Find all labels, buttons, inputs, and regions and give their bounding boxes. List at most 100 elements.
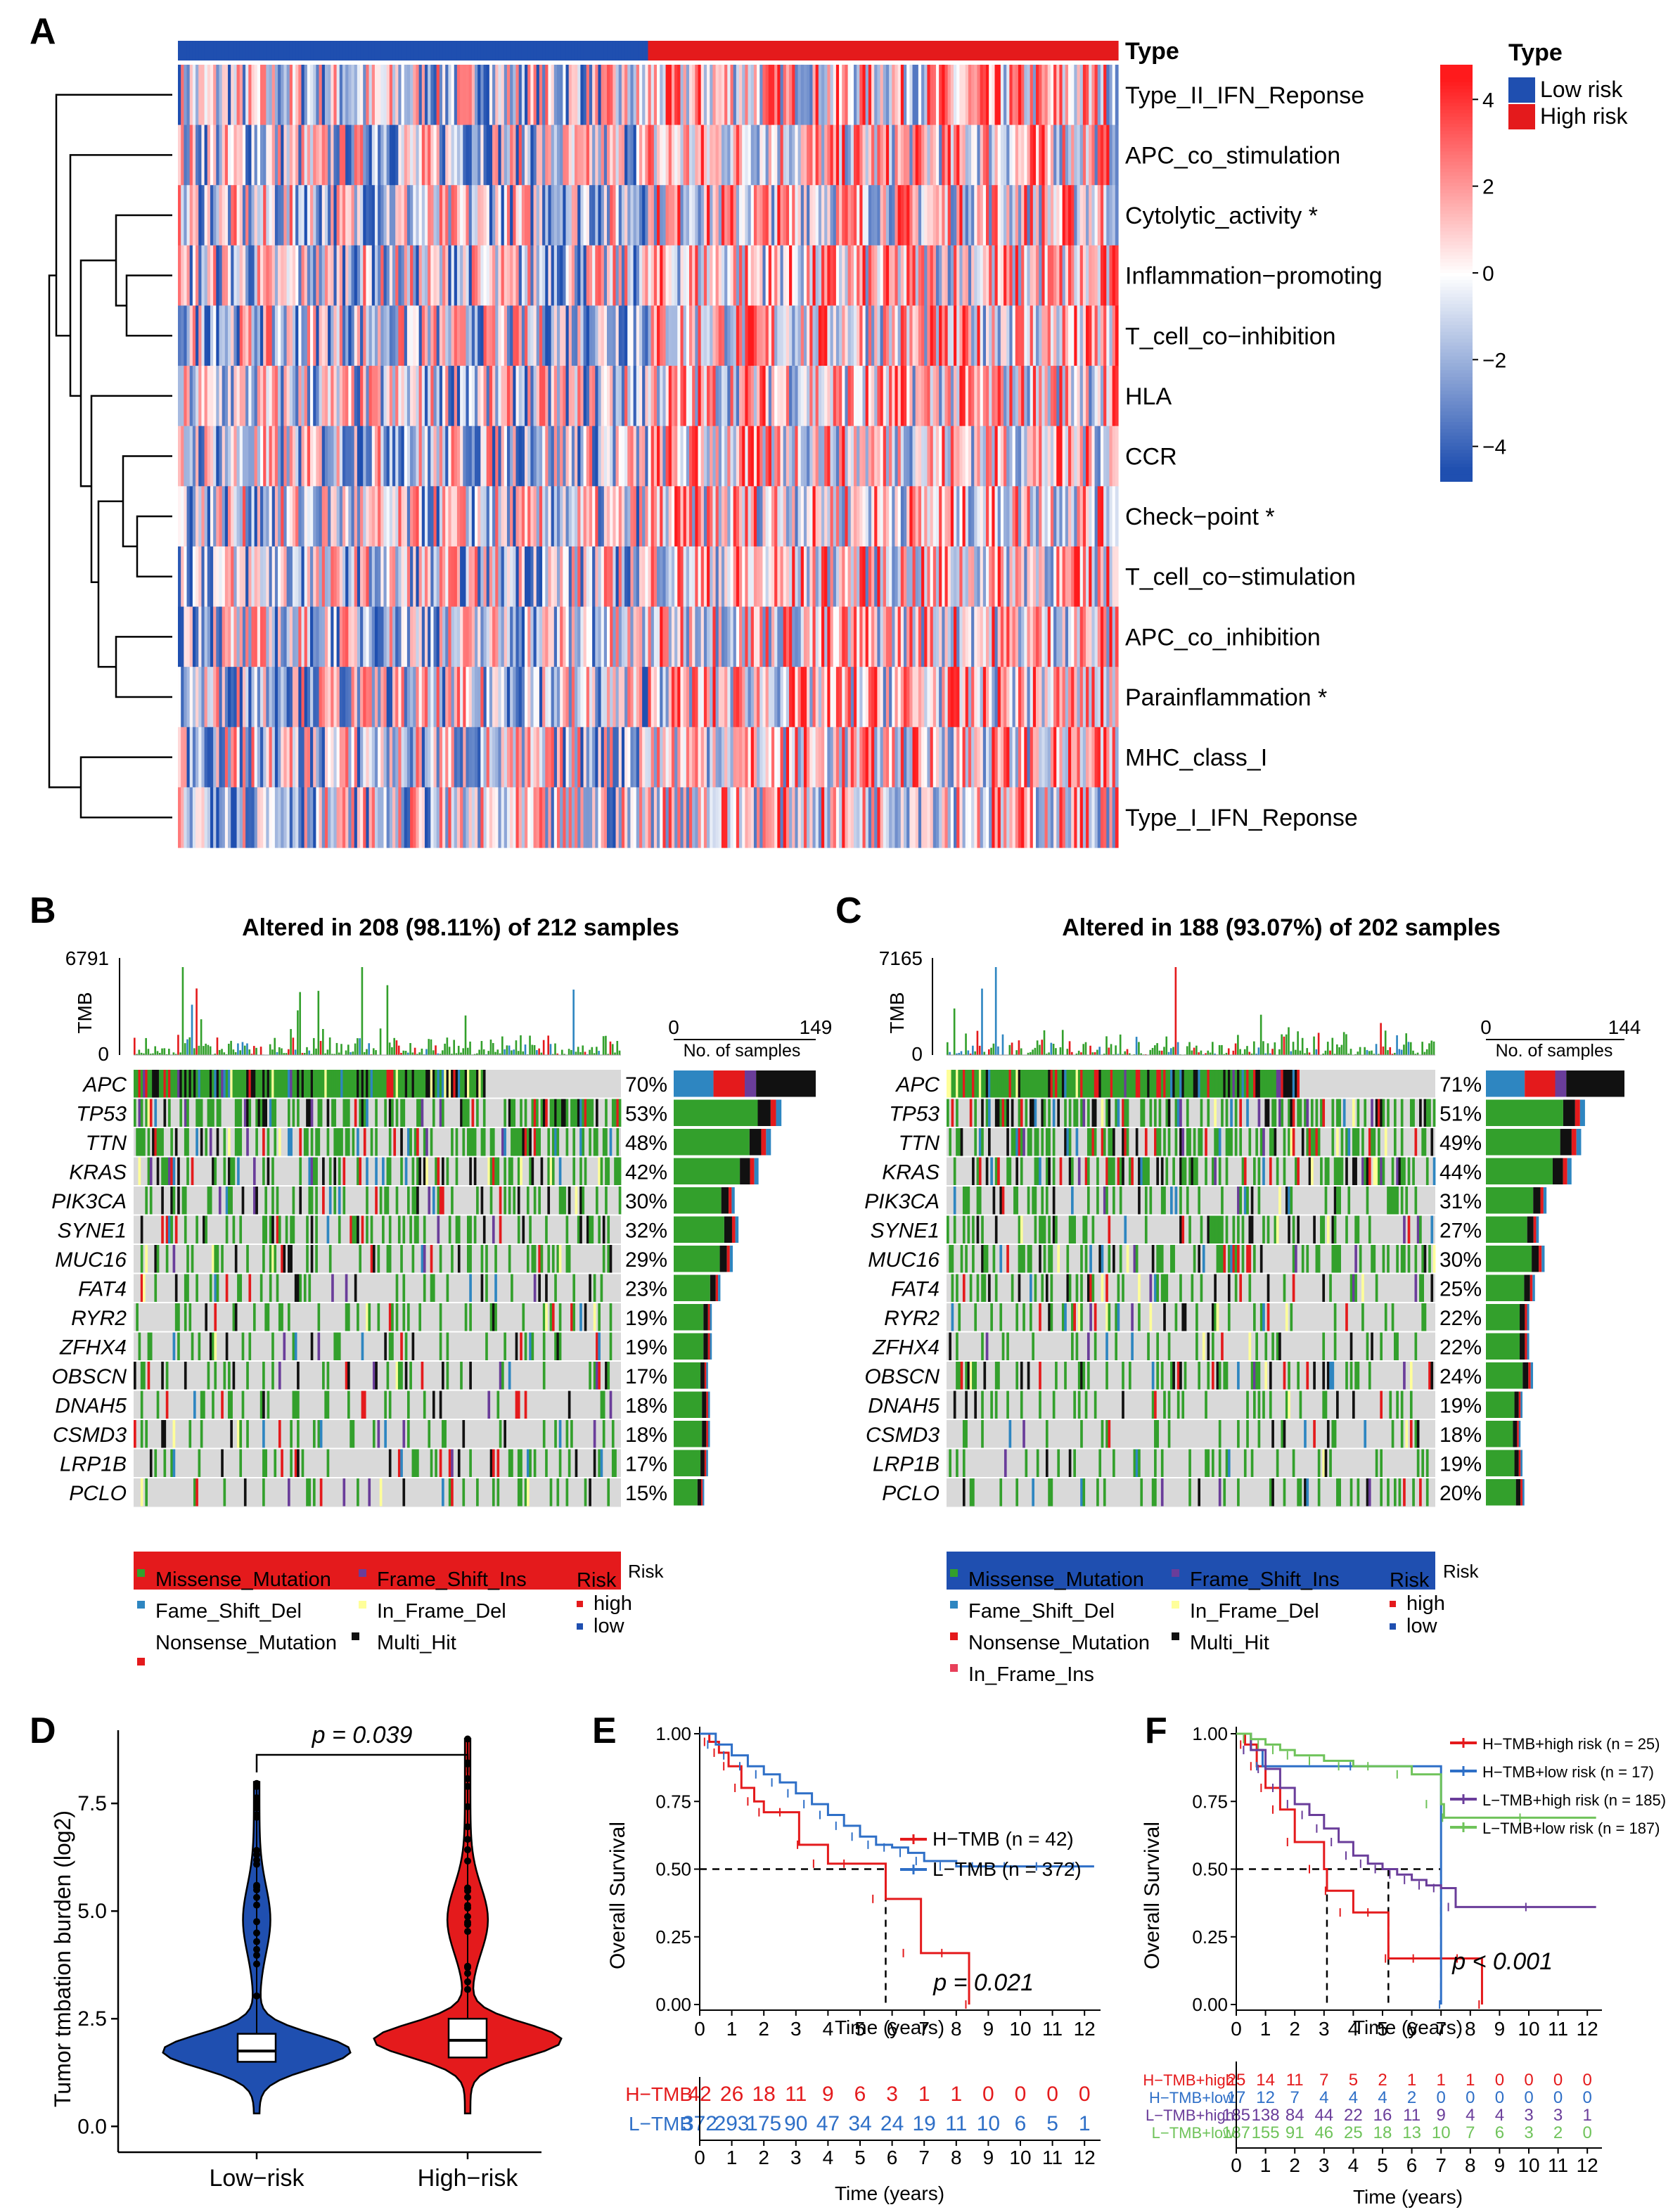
heatmap-cell	[222, 245, 226, 307]
heatmap-cell	[1032, 727, 1037, 788]
heatmap-cell	[721, 245, 725, 307]
heatmap-cell	[745, 124, 749, 186]
heatmap-cell	[592, 486, 596, 547]
heatmap-cells	[178, 65, 1119, 848]
heatmap-cell	[421, 606, 425, 667]
heatmap-cell	[181, 486, 184, 547]
heatmap-cell	[1065, 124, 1069, 186]
heatmap-cell	[883, 426, 887, 487]
heatmap-cell	[445, 727, 449, 788]
heatmap-cell	[954, 787, 957, 848]
heatmap-cell	[1030, 727, 1034, 788]
heatmap-cell	[807, 305, 810, 366]
heatmap-cell	[980, 606, 984, 667]
heatmap-cell	[316, 65, 320, 126]
type-cell	[468, 41, 473, 60]
heatmap-cell	[380, 366, 385, 427]
heatmap-cell	[845, 667, 849, 728]
heatmap-cell	[460, 546, 463, 608]
mutation-cell	[312, 1070, 316, 1098]
heatmap-cell	[839, 65, 842, 126]
heatmap-cell	[213, 305, 217, 366]
heatmap-cell	[454, 787, 458, 848]
heatmap-cell	[912, 65, 916, 126]
heatmap-cell	[885, 727, 890, 788]
type-cell	[883, 41, 887, 60]
heatmap-cell	[671, 667, 675, 728]
heatmap-cell	[1009, 787, 1013, 848]
heatmap-cell	[360, 124, 364, 186]
heatmap-cell	[795, 667, 799, 728]
heatmap-cell	[542, 245, 546, 307]
heatmap-cell	[525, 426, 528, 487]
heatmap-cell	[797, 245, 802, 307]
type-cell	[835, 41, 840, 60]
heatmap-cell	[354, 426, 358, 487]
heatmap-cell	[1021, 245, 1025, 307]
heatmap-cell	[489, 486, 493, 547]
heatmap-cell	[768, 426, 772, 487]
type-cell	[786, 41, 790, 60]
heatmap-cell	[918, 727, 922, 788]
heatmap-cell	[595, 606, 599, 667]
heatmap-cell	[1015, 185, 1019, 246]
type-cell	[389, 41, 393, 60]
heatmap-cell	[853, 426, 857, 487]
heatmap-cell	[298, 426, 302, 487]
tmb-bar	[223, 1052, 226, 1055]
heatmap-cell	[530, 727, 534, 788]
heatmap-cell	[424, 124, 428, 186]
heatmap-cell	[595, 546, 599, 608]
heatmap-cell	[753, 124, 757, 186]
tmb-bar	[278, 1047, 281, 1055]
type-cell	[248, 41, 252, 60]
heatmap-cell	[985, 65, 989, 126]
heatmap-cell	[207, 787, 211, 848]
type-cell	[351, 41, 355, 60]
heatmap-cell	[471, 305, 475, 366]
heatmap-cell	[845, 787, 849, 848]
heatmap-cell	[1003, 65, 1007, 126]
heatmap-cell	[189, 426, 193, 487]
heatmap-cell	[674, 546, 678, 608]
heatmap-cell	[1012, 65, 1016, 126]
heatmap-cell	[192, 245, 196, 307]
color-scale-step	[1440, 349, 1473, 354]
heatmap-cell	[542, 305, 546, 366]
heatmap-cell	[451, 305, 455, 366]
heatmap-cell	[451, 366, 455, 427]
heatmap-cell	[777, 727, 781, 788]
heatmap-cell	[184, 245, 188, 307]
heatmap-cell	[745, 486, 749, 547]
heatmap-cell	[688, 486, 693, 547]
heatmap-cell	[944, 486, 949, 547]
heatmap-cell	[1056, 65, 1060, 126]
heatmap-cell	[615, 787, 620, 848]
heatmap-cell	[521, 245, 525, 307]
heatmap-cell	[994, 185, 999, 246]
heatmap-cell	[753, 305, 757, 366]
heatmap-cell	[565, 124, 570, 186]
heatmap-cell	[460, 65, 463, 126]
heatmap-cell	[398, 65, 402, 126]
heatmap-cell	[1097, 667, 1101, 728]
heatmap-cell	[1089, 366, 1092, 427]
heatmap-cell	[710, 185, 714, 246]
heatmap-cell	[345, 667, 349, 728]
heatmap-cell	[518, 65, 522, 126]
heatmap-cell	[271, 426, 276, 487]
heatmap-cell	[650, 305, 655, 366]
heatmap-cell	[489, 727, 493, 788]
heatmap-cell	[645, 546, 649, 608]
type-cell	[421, 41, 425, 60]
heatmap-cell	[683, 366, 687, 427]
heatmap-cell	[710, 366, 714, 427]
heatmap-cell	[242, 245, 246, 307]
heatmap-cell	[665, 65, 669, 126]
heatmap-cell	[1018, 727, 1022, 788]
heatmap-cell	[821, 546, 825, 608]
heatmap-cell	[657, 546, 660, 608]
heatmap-cell	[1021, 727, 1025, 788]
heatmap-cell	[424, 606, 428, 667]
heatmap-cell	[1056, 185, 1060, 246]
